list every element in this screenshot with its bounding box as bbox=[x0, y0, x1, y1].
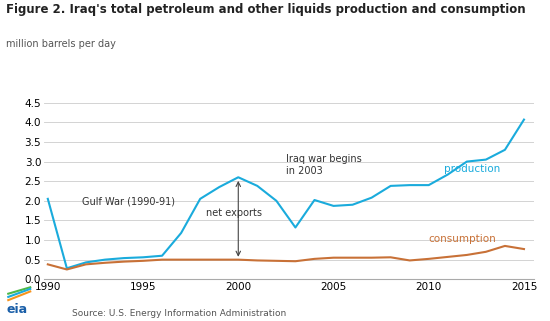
Text: production: production bbox=[444, 164, 500, 174]
Text: Source: U.S. Energy Information Administration: Source: U.S. Energy Information Administ… bbox=[72, 309, 286, 318]
Text: million barrels per day: million barrels per day bbox=[6, 39, 115, 48]
Text: consumption: consumption bbox=[429, 234, 497, 244]
Text: eia: eia bbox=[7, 303, 28, 316]
Text: Figure 2. Iraq's total petroleum and other liquids production and consumption: Figure 2. Iraq's total petroleum and oth… bbox=[6, 3, 525, 16]
Text: Iraq war begins
in 2003: Iraq war begins in 2003 bbox=[286, 154, 362, 177]
Text: Gulf War (1990-91): Gulf War (1990-91) bbox=[82, 197, 175, 207]
Text: net exports: net exports bbox=[206, 208, 262, 219]
